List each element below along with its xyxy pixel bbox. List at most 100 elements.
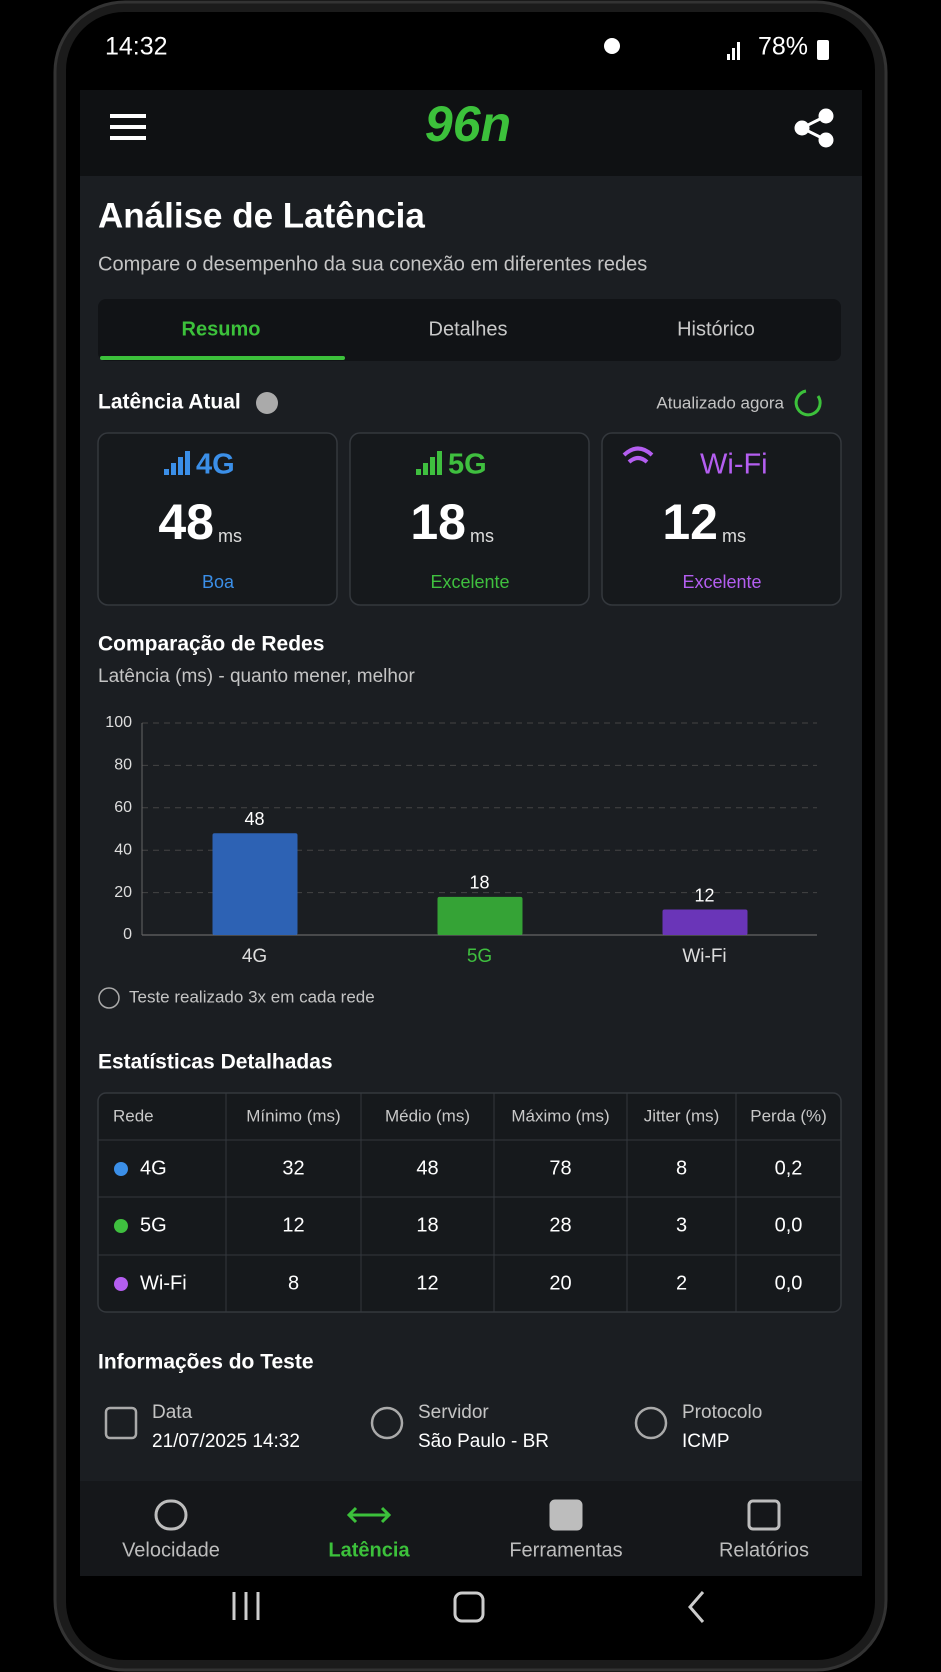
table-cell: 4G bbox=[140, 1157, 167, 1179]
nav-label[interactable]: Relatórios bbox=[719, 1539, 809, 1561]
tab[interactable]: Detalhes bbox=[429, 318, 508, 340]
menu-line bbox=[110, 125, 146, 129]
tab[interactable]: Histórico bbox=[677, 318, 755, 340]
nav-icon bbox=[346, 1506, 392, 1524]
app-bar-bg bbox=[80, 90, 862, 176]
table-cell: Wi-Fi bbox=[140, 1272, 187, 1294]
tab[interactable]: Resumo bbox=[182, 318, 261, 340]
tab-indicator bbox=[100, 356, 345, 360]
table-cell: 2 bbox=[676, 1272, 687, 1294]
y-tick-label: 0 bbox=[123, 926, 132, 943]
menu-line bbox=[110, 114, 146, 118]
bar-value-label: 18 bbox=[469, 873, 489, 893]
bar bbox=[437, 896, 523, 935]
menu-line bbox=[110, 136, 146, 140]
page-subtitle: Compare o desempenho da sua conexão em d… bbox=[98, 253, 647, 275]
table-cell: 20 bbox=[549, 1272, 571, 1294]
table-cell: 28 bbox=[549, 1214, 571, 1236]
table-header: Perda (%) bbox=[750, 1106, 827, 1125]
signal-bar bbox=[732, 48, 735, 60]
refresh-icon[interactable] bbox=[794, 389, 822, 417]
tab-bar bbox=[98, 299, 841, 361]
signal-icon-bar bbox=[430, 457, 435, 475]
card-value: 12 bbox=[662, 494, 718, 550]
info-label: Servidor bbox=[418, 1402, 489, 1423]
stats-table bbox=[97, 1092, 842, 1313]
note-icon bbox=[98, 987, 120, 1009]
table-cell: 32 bbox=[282, 1157, 304, 1179]
system-nav bbox=[232, 1591, 705, 1623]
table-cell: 48 bbox=[416, 1157, 438, 1179]
card-value: 48 bbox=[158, 494, 214, 550]
card-value: 18 bbox=[410, 494, 466, 550]
signal-bar bbox=[737, 42, 740, 60]
card-unit: ms bbox=[470, 526, 494, 546]
share-button[interactable] bbox=[794, 108, 834, 148]
chart-title: Comparação de Redes bbox=[98, 633, 324, 656]
nav-icon bbox=[154, 1499, 188, 1531]
nav-label[interactable]: Latência bbox=[328, 1539, 410, 1561]
card-unit: ms bbox=[722, 526, 746, 546]
nav-icon bbox=[549, 1499, 583, 1531]
y-tick-label: 60 bbox=[114, 799, 132, 816]
info-icon bbox=[256, 392, 278, 414]
recents-button[interactable] bbox=[232, 1592, 260, 1620]
section-title: Informações do Teste bbox=[98, 1351, 314, 1374]
network-dot bbox=[114, 1162, 128, 1176]
location-icon bbox=[604, 38, 620, 54]
section-title: Estatísticas Detalhadas bbox=[98, 1051, 333, 1074]
signal-icon-bar bbox=[185, 451, 190, 475]
back-button[interactable] bbox=[688, 1591, 705, 1623]
card-unit: ms bbox=[218, 526, 242, 546]
table-header: Máximo (ms) bbox=[511, 1106, 609, 1125]
info-label: Protocolo bbox=[682, 1402, 762, 1423]
table-header: Médio (ms) bbox=[385, 1106, 470, 1125]
table-cell: 12 bbox=[282, 1214, 304, 1236]
info-item-icon bbox=[634, 1406, 668, 1440]
table-cell: 3 bbox=[676, 1214, 687, 1236]
latency-card bbox=[97, 432, 338, 606]
table-cell: 5G bbox=[140, 1214, 167, 1236]
bottom-nav-bg bbox=[80, 1481, 862, 1576]
info-label: Data bbox=[152, 1402, 193, 1423]
share-line bbox=[798, 114, 827, 142]
updated-label: Atualizado agora bbox=[656, 393, 784, 412]
card-rating: Excelente bbox=[682, 572, 761, 592]
network-dot bbox=[114, 1277, 128, 1291]
table-cell: 8 bbox=[676, 1157, 687, 1179]
y-tick-label: 20 bbox=[114, 884, 132, 901]
info-item-icon bbox=[104, 1406, 138, 1440]
status-time: 14:32 bbox=[105, 33, 168, 61]
bar bbox=[662, 909, 748, 935]
table-cell: 0,0 bbox=[775, 1214, 803, 1236]
x-tick-label: 4G bbox=[242, 946, 267, 967]
signal-icon-bar bbox=[164, 469, 169, 475]
battery-level: 78% bbox=[758, 33, 808, 61]
chart-subtitle: Latência (ms) - quanto mener, melhor bbox=[98, 666, 415, 687]
bar-value-label: 48 bbox=[244, 809, 264, 829]
table-header: Jitter (ms) bbox=[644, 1106, 720, 1125]
section-title: Latência Atual bbox=[98, 391, 241, 414]
page-title: Análise de Latência bbox=[98, 196, 425, 235]
table-header: Mínimo (ms) bbox=[246, 1106, 340, 1125]
info-value: 21/07/2025 14:32 bbox=[152, 1431, 300, 1452]
table-cell: 18 bbox=[416, 1214, 438, 1236]
nav-label[interactable]: Velocidade bbox=[122, 1539, 220, 1561]
signal-bar bbox=[727, 54, 730, 60]
menu-button[interactable] bbox=[110, 114, 146, 140]
info-value: São Paulo - BR bbox=[418, 1431, 549, 1452]
x-tick-label: Wi-Fi bbox=[682, 946, 726, 967]
signal-icon-bar bbox=[416, 469, 421, 475]
chart-note: Teste realizado 3x em cada rede bbox=[129, 987, 375, 1006]
battery-icon bbox=[817, 40, 829, 60]
bar-value-label: 12 bbox=[694, 885, 714, 905]
home-button[interactable] bbox=[453, 1591, 485, 1623]
nav-label[interactable]: Ferramentas bbox=[509, 1539, 622, 1561]
table-cell: 0,2 bbox=[775, 1157, 803, 1179]
info-item-icon bbox=[370, 1406, 404, 1440]
bar bbox=[212, 833, 298, 935]
signal-icon-bar bbox=[178, 457, 183, 475]
y-tick-label: 100 bbox=[105, 714, 132, 731]
table-cell: 8 bbox=[288, 1272, 299, 1294]
